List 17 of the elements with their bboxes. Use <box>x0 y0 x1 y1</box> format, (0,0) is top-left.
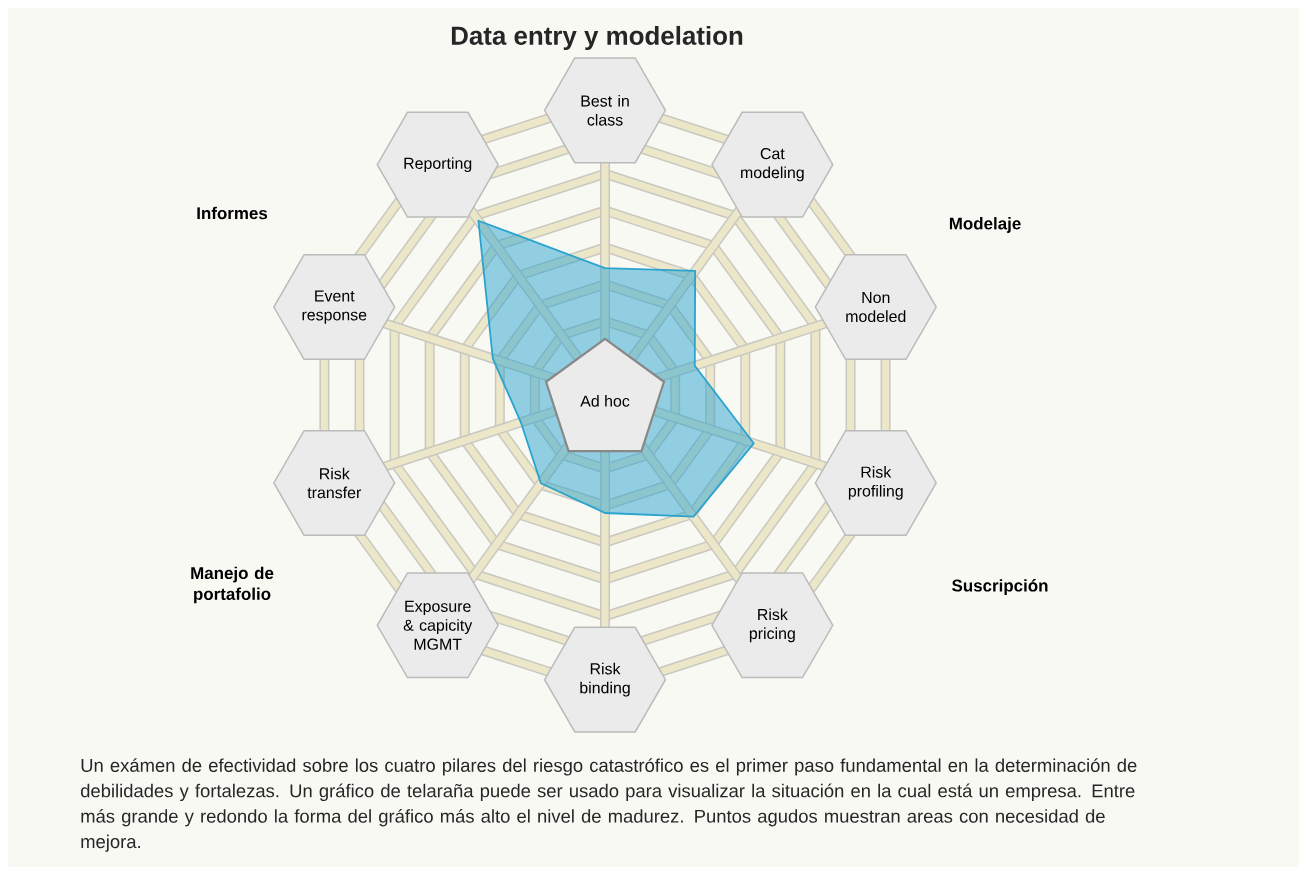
spoke-label: Event response <box>302 290 367 324</box>
spoke-label: Cat modeling <box>741 148 804 182</box>
spoke-label: Risk binding <box>580 662 630 697</box>
spoke-label: Non modeled <box>846 291 906 323</box>
spoke-label: Best in class <box>581 94 629 126</box>
chart-title: Data entry y modelation <box>451 25 743 51</box>
text: Ad hoc <box>580 395 630 407</box>
text: Un exámen de efectividad sobre los cuatro pilares del riesgo catastrófico es el primer paso fundamental en la determinación de debilidades y fortalezas. Un gráfico de telaraña puede ser usado para visualizar la situación en la cual está un empresa. Entre más grande y redondo la forma del gráfico más alto el nivel de madurez. Puntos agudos muestran areas con necesidad de mejora. <box>80 758 1137 852</box>
spoke-label: Reporting <box>404 157 472 173</box>
spoke-label: Risk pricing <box>749 608 795 643</box>
text: Manejo de portafolio <box>191 566 274 604</box>
spoke-label: Risk transfer <box>307 467 362 499</box>
spoke-label: Exposure & capicity MGMT <box>403 600 473 650</box>
spoke-label: Risk profiling <box>848 466 903 500</box>
text: Informes <box>197 206 268 220</box>
text: Modelaje <box>949 217 1021 233</box>
text: Suscripción <box>952 579 1048 595</box>
